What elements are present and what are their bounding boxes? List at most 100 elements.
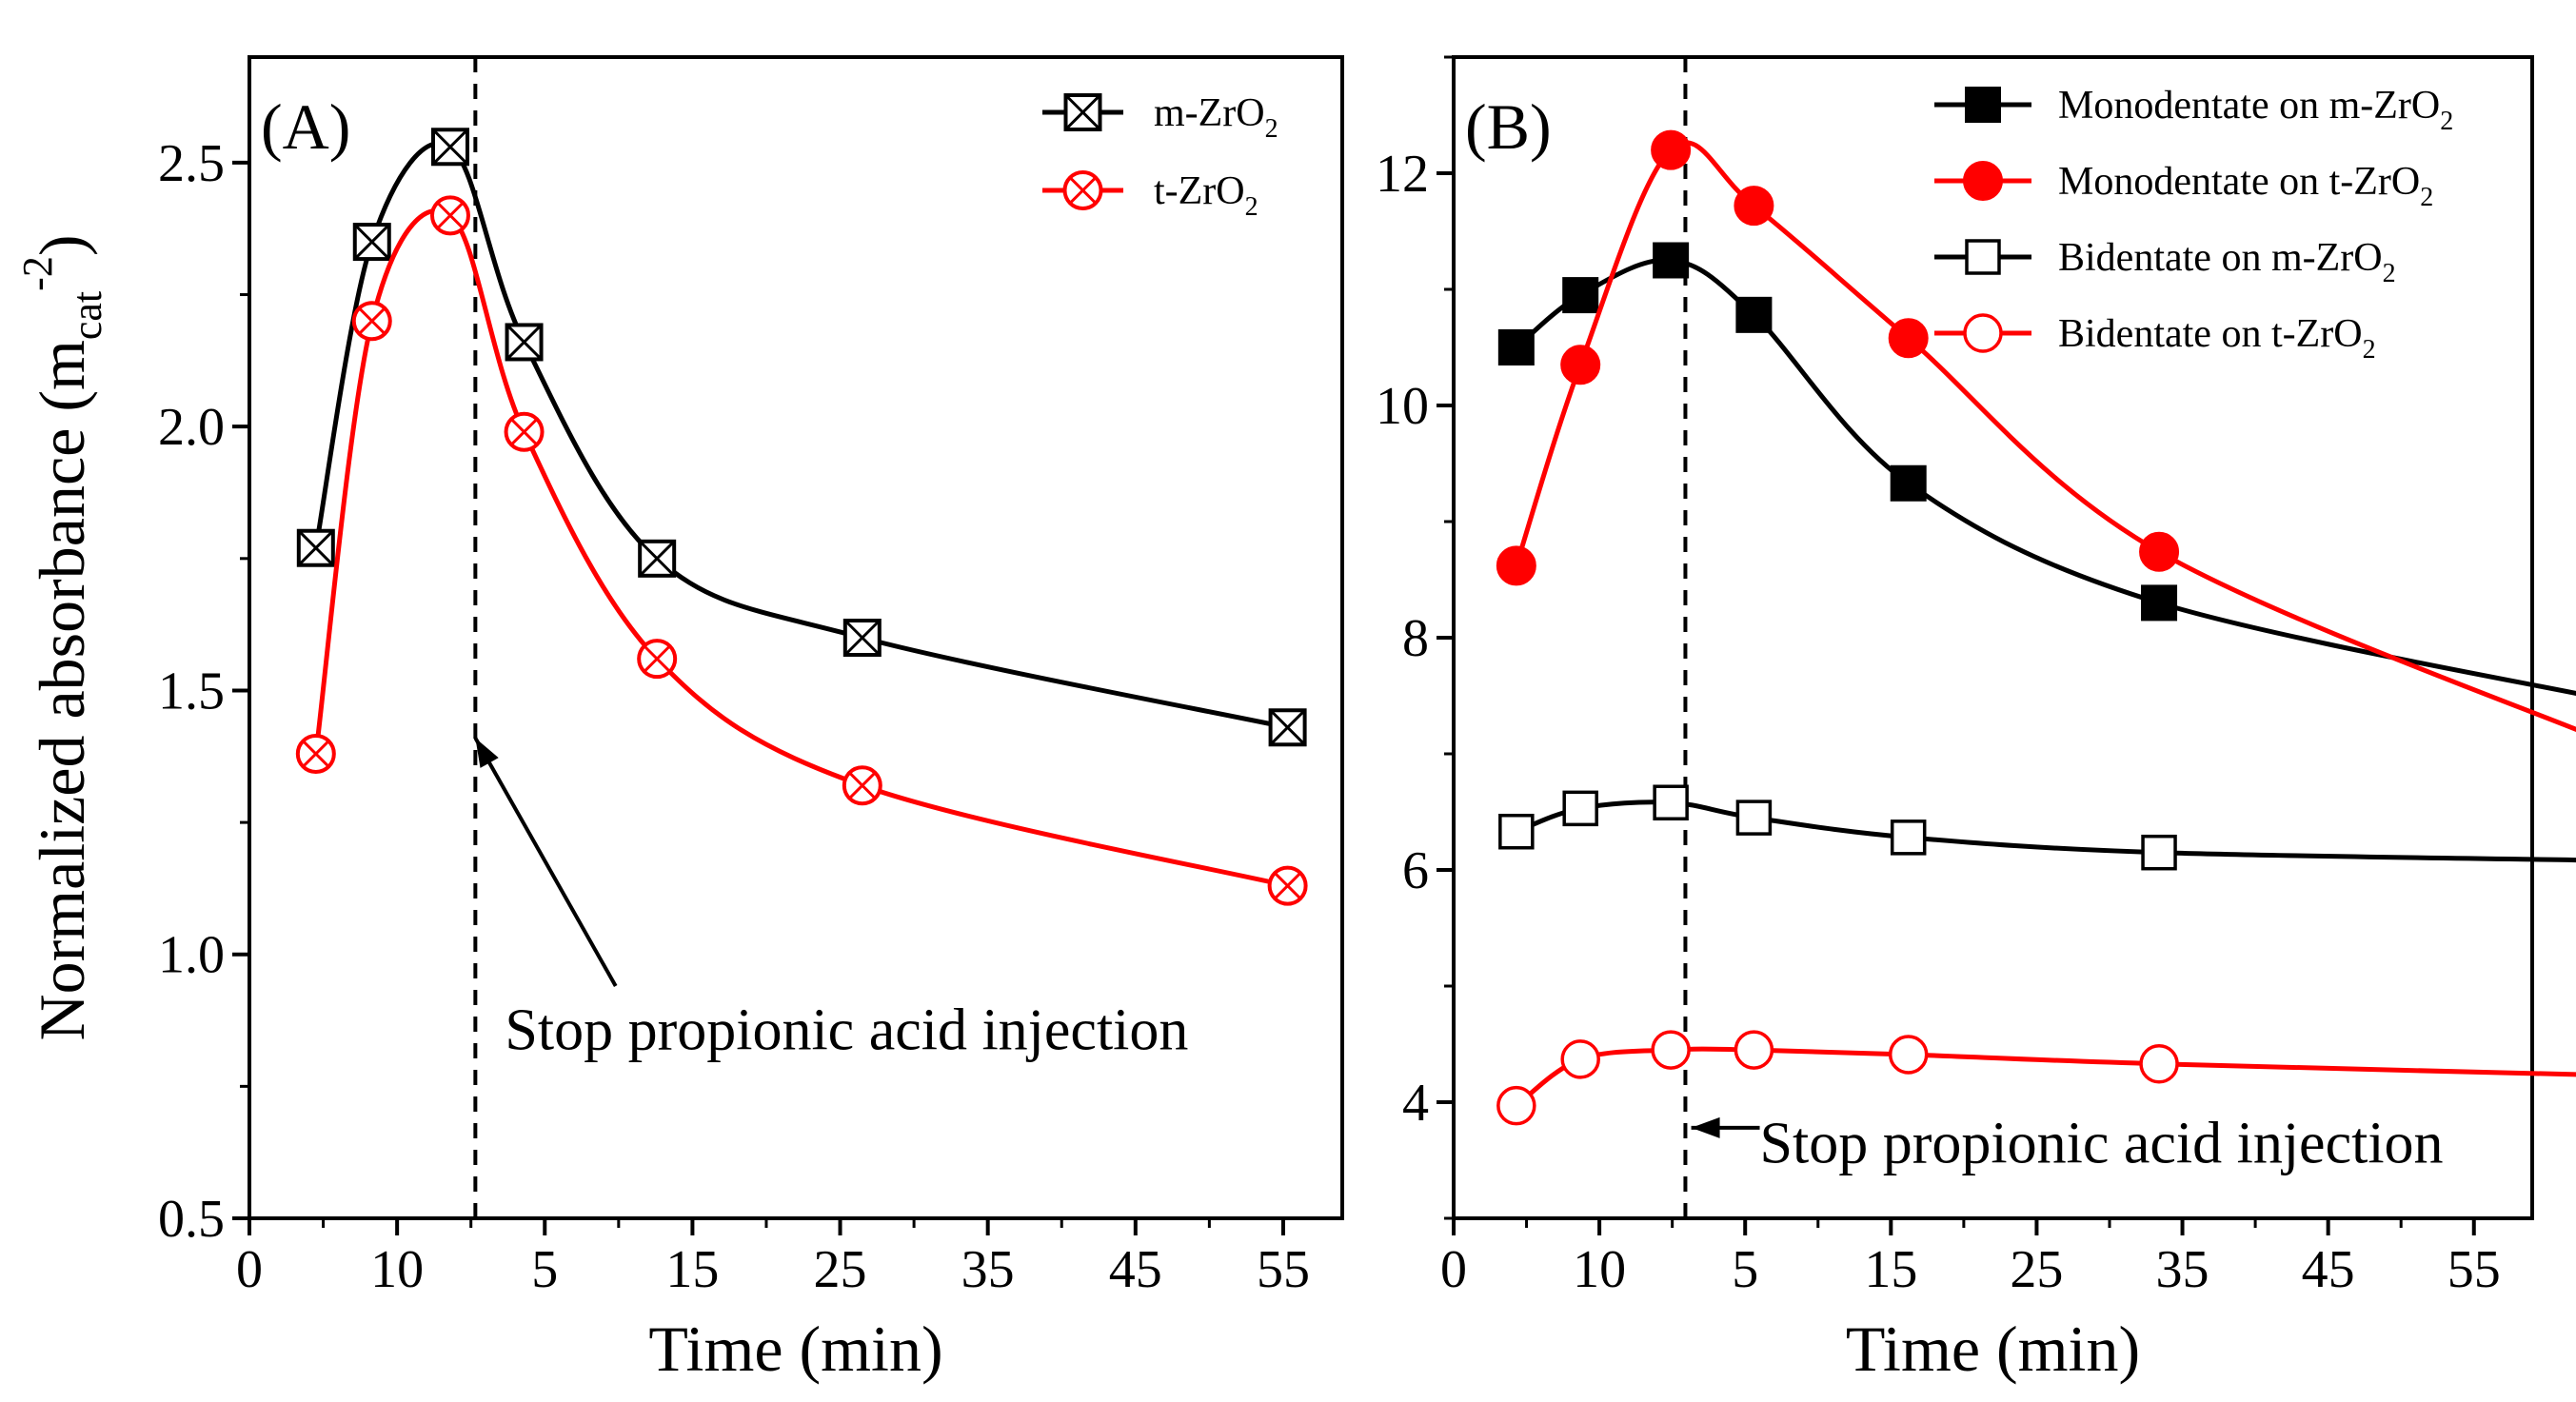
panel-a-legend-entry-1-marker xyxy=(1063,93,1102,131)
panel-a-series-1 xyxy=(296,128,1307,747)
panel-b-series-3-point-box xyxy=(1890,819,1927,856)
panel-a-series-2-point xyxy=(504,411,545,452)
panel-b-series-4-point xyxy=(1496,1085,1536,1126)
panel-b-series-4-point xyxy=(1560,1039,1600,1079)
panel-b-series-1-point-box xyxy=(2141,584,2178,622)
panel-a-x-tick-label: 25 xyxy=(814,1240,867,1299)
panel-b-legend-entry-2-name: Monodentate on t-ZrO xyxy=(2058,160,2420,204)
panel-a-series-2-point-cross-b xyxy=(510,418,539,446)
panel-b-series-3-point xyxy=(1735,800,1773,836)
panel-a-y-axis-title-sub: cat xyxy=(64,291,110,340)
panel-b-series-2-point-dot xyxy=(1496,545,1536,586)
panel-b-legend-entry-1-marker xyxy=(1965,87,2001,123)
panel-b-series-2 xyxy=(1496,129,2576,732)
panel-b-legend-entry-2-marker xyxy=(1963,161,2003,201)
panel-a-series-2-point-cross-b xyxy=(848,771,877,800)
panel-b-legend-entry-3: Bidentate on m-ZrO2 xyxy=(1934,236,2396,288)
panel-b-legend-entry-4-sub: 2 xyxy=(2363,335,2376,365)
panel-a-series-1-point-cross-b xyxy=(431,128,469,166)
panel-b-series-1-point xyxy=(2141,584,2178,622)
panel-b-series-2-point-dot xyxy=(2139,531,2180,572)
panel-a-x-tick-label: 5 xyxy=(531,1240,558,1299)
panel-a-legend-entry-2-marker-cross-b xyxy=(1069,176,1097,205)
panel-a-x-tick-label: 55 xyxy=(1257,1240,1310,1299)
panel-b-series-4-line xyxy=(1515,1046,2576,1108)
panel-b-y-tick-label: 12 xyxy=(1376,145,1429,204)
panel-a-series-1-point-cross-b xyxy=(297,529,334,566)
panel-a-y-axis-title-main: Normalized absorbance (m xyxy=(26,340,98,1040)
panel-b-series-2-point-dot xyxy=(1651,129,1692,170)
panel-a-series-1-point xyxy=(638,539,677,578)
panel-a-series-1-point xyxy=(352,223,391,262)
panel-b-series-3-point xyxy=(2141,834,2177,871)
panel-b-series-4-point xyxy=(2139,1043,2179,1084)
panel-b-legend-entry-4-text: Bidentate on t-ZrO2 xyxy=(2058,312,2376,365)
panel-b-series-1-point-box xyxy=(1735,296,1773,333)
panel-b-series-3-point-box xyxy=(1562,790,1598,827)
panel-a-series-1-point-cross-b xyxy=(505,324,543,361)
panel-a-legend-entry-2-text: t-ZrO2 xyxy=(1154,169,1258,222)
panel-b-legend-entry-4-marker-ring xyxy=(1963,313,2003,353)
panel-b-x-axis-title: Time (min) xyxy=(1846,1313,2140,1385)
panel-b-legend-entry-2-sub: 2 xyxy=(2420,183,2433,212)
panel-b-annotation-arrow-head xyxy=(1691,1116,1720,1138)
panel-b-legend-entry-1-text: Monodentate on m-ZrO2 xyxy=(2058,84,2453,136)
panel-b-series-3-point xyxy=(1890,819,1927,856)
panel-a-annotation-arrow-head xyxy=(475,738,499,768)
panel-a-y-tick-label: 2.0 xyxy=(158,398,225,457)
panel-a-series-2-point-cross-b xyxy=(358,306,386,335)
panel-a-legend-entry-1-sub: 2 xyxy=(1265,114,1278,144)
panel-b-series-2-point xyxy=(1888,318,1929,359)
panel-a-legend-entry-2-sub: 2 xyxy=(1245,192,1258,222)
panel-b-series-4-point-ring xyxy=(1888,1035,1929,1075)
panel-b-y-tick-label: 10 xyxy=(1376,377,1429,436)
panel-b-series-3-line xyxy=(1515,800,2576,863)
panel-a-legend-entry-2: t-ZrO2 xyxy=(1042,169,1258,222)
panel-b-x-tick-label: 10 xyxy=(1573,1240,1626,1299)
panel-b-x-tick-label: 25 xyxy=(2010,1240,2063,1299)
panel-b-series-3-point xyxy=(1498,813,1535,850)
panel-a-series-2-point-cross-b xyxy=(1274,872,1302,900)
panel-a-legend-entry-2-name: t-ZrO xyxy=(1154,169,1245,213)
panel-a-series-1-point xyxy=(505,323,544,362)
panel-a-x-tick-label: 35 xyxy=(961,1240,1015,1299)
panel-b-series-3-point-box xyxy=(2141,834,2177,871)
panel-a-series-1-point xyxy=(1268,708,1307,747)
panel-a-y-tick-label: 2.5 xyxy=(158,134,225,193)
panel-a-legend-entry-1-marker-cross-b xyxy=(1064,93,1101,131)
panel-b-legend-entry-1-sub: 2 xyxy=(2440,107,2453,136)
panel-a-series-1-point-cross-b xyxy=(843,619,881,657)
panel-b-y-tick-label: 6 xyxy=(1402,841,1429,900)
panel-a-series-1-point-cross-b xyxy=(639,540,676,577)
panel-b: 0 10 5 15 25 35 45 55 4 6 8 10 12 Time (min) (B) Stop p… xyxy=(1376,55,2576,1385)
panel-a-annotation-text: Stop propionic acid injection xyxy=(505,998,1188,1063)
panel-a-series-2-point-cross-b xyxy=(643,644,671,673)
panel-b-series-1-point-box xyxy=(1497,329,1535,365)
panel-b-legend-entry-3-sub: 2 xyxy=(2383,259,2396,288)
panel-b-series-1-point-box xyxy=(1890,464,1927,502)
panel-b-series-1-point xyxy=(1497,329,1535,365)
panel-a-series-1-point xyxy=(430,128,469,167)
panel-b-x-tick-label: 35 xyxy=(2156,1240,2209,1299)
panel-a-series-1-point-cross-b xyxy=(1269,709,1306,746)
panel-b-series-4-point-ring xyxy=(1651,1030,1691,1070)
panel-b-legend-entry-3-text: Bidentate on m-ZrO2 xyxy=(2058,236,2396,288)
panel-b-legend-entry-1: Monodentate on m-ZrO2 xyxy=(1934,84,2453,136)
panel-b-x-tick-label: 5 xyxy=(1732,1240,1758,1299)
panel-b-legend-entry-3-marker-box xyxy=(1965,239,2001,275)
panel-b-series-3-point-box xyxy=(1653,784,1689,820)
panel-a-annotation-arrow xyxy=(473,737,618,987)
panel-b-legend-entry-1-name: Monodentate on m-ZrO xyxy=(2058,84,2440,128)
panel-b-series-3-point-box xyxy=(1498,813,1535,850)
panel-b-series-1-point xyxy=(1562,277,1599,314)
panel-a-x-tick-label: 10 xyxy=(370,1240,424,1299)
panel-a-series-2-point-cross-b xyxy=(302,740,330,768)
panel-a-series-2-point xyxy=(351,301,392,342)
panel-b-series-4-point xyxy=(1888,1035,1929,1075)
panel-b-x-tick-label: 15 xyxy=(1864,1240,1917,1299)
panel-b-legend-entry-1-marker-box xyxy=(1965,87,2001,123)
panel-b-series-1-point xyxy=(1653,242,1690,279)
panel-b-series-4-point-ring xyxy=(2139,1043,2179,1084)
